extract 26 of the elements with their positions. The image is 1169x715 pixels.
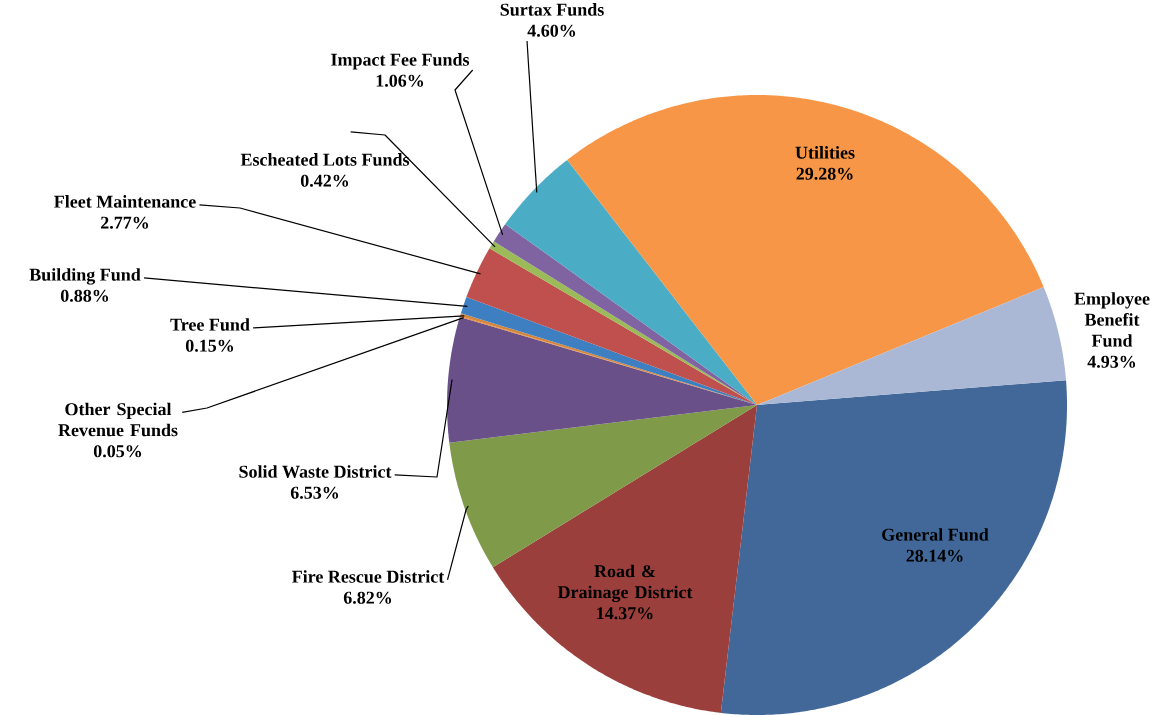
slice-label: Utilities	[795, 146, 855, 159]
slice-label: Employee Benefit Fund	[1074, 292, 1150, 347]
data-label: 4.60%	[527, 24, 576, 37]
slice-label: Surtax Funds	[500, 3, 604, 16]
data-label: 0.05%	[93, 445, 142, 458]
data-label: 28.14%	[906, 549, 963, 562]
slice-label: Impact Fee Funds	[331, 53, 470, 70]
data-label: 1.06%	[376, 74, 424, 87]
data-label: 6.82%	[343, 591, 392, 604]
slice-label: Other Special Revenue Funds	[58, 402, 178, 437]
data-label: 14.37%	[597, 607, 653, 620]
data-label: 6.53%	[290, 486, 339, 499]
slice-label: Solid Waste District	[239, 465, 392, 478]
data-label: 0.42%	[300, 174, 349, 187]
data-label: 29.28%	[796, 167, 853, 180]
slice-label: Escheated Lots Funds	[240, 153, 410, 166]
slice-label: Fleet Maintenance	[54, 195, 196, 208]
slice-label: Fire Rescue District	[292, 570, 445, 583]
data-label: 0.15%	[185, 339, 234, 352]
data-label: 0.88%	[60, 289, 109, 302]
slice-label: Building Fund	[29, 268, 141, 285]
slice-label: Road & Drainage District	[557, 564, 693, 603]
data-label: 4.93%	[1087, 355, 1136, 368]
slice-label: General Fund	[882, 528, 989, 541]
slice-label: Tree Fund	[170, 318, 250, 331]
data-label: 2.77%	[101, 216, 149, 229]
